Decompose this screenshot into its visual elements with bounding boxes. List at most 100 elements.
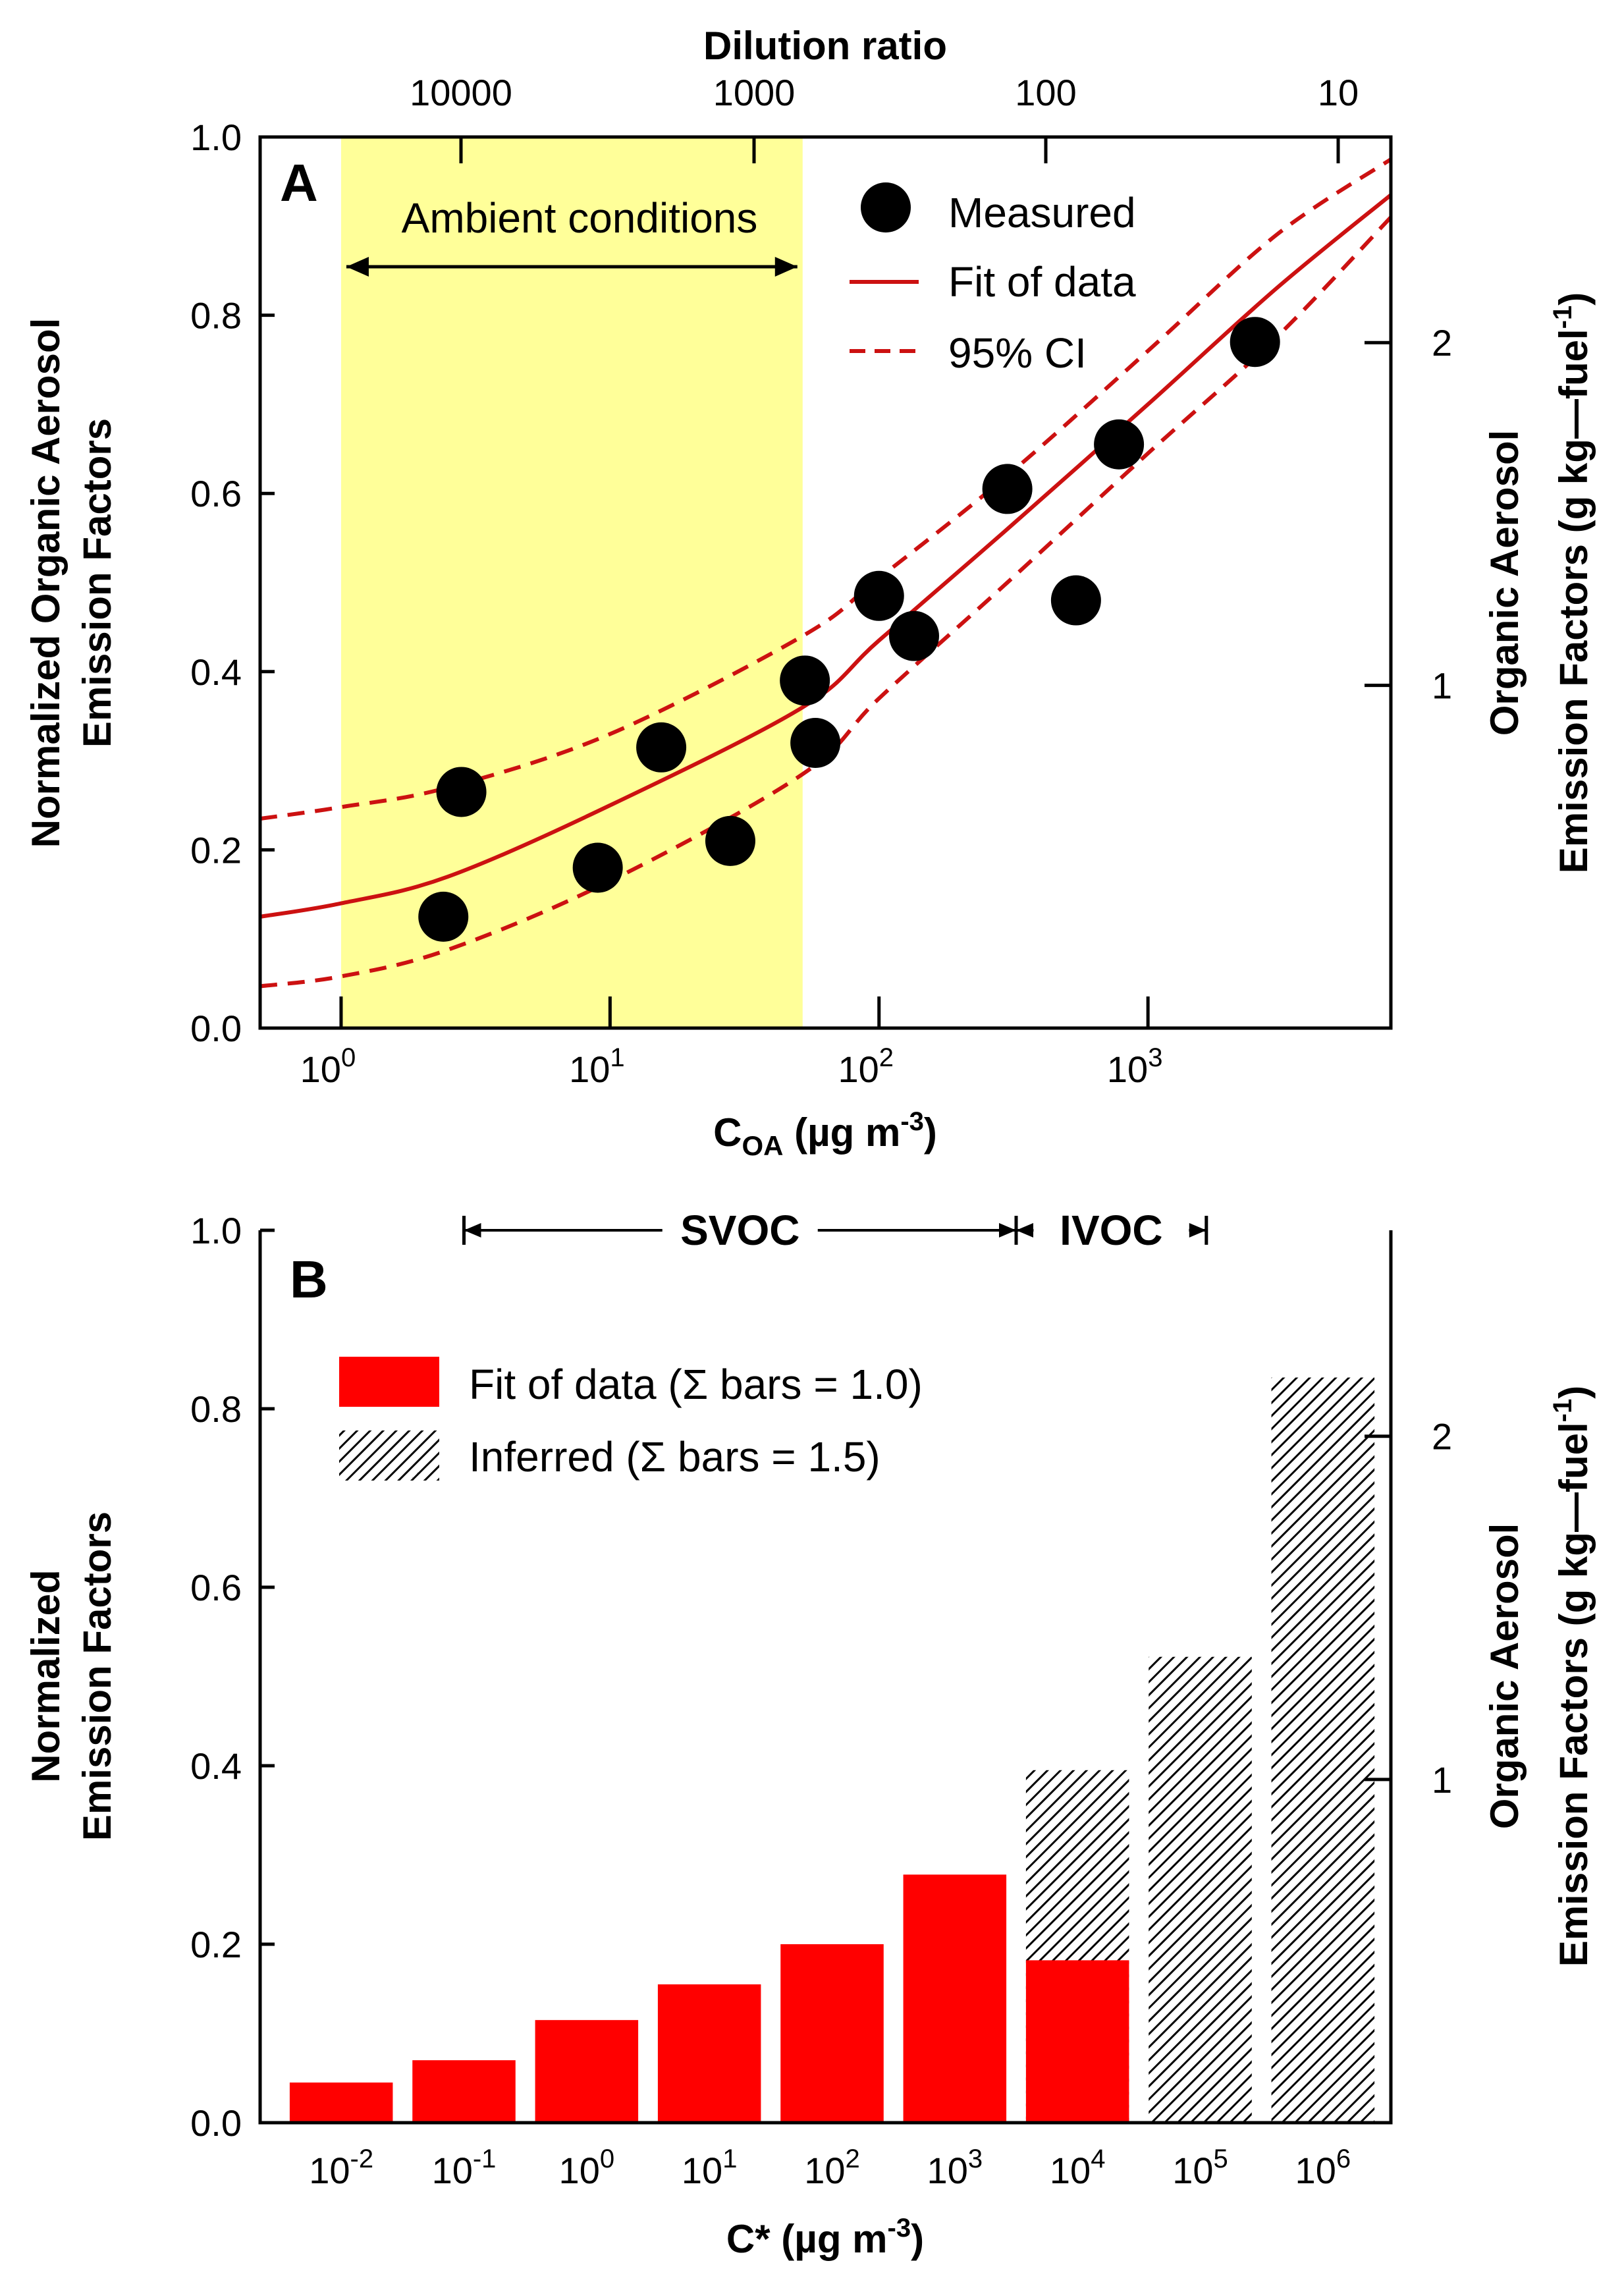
svoc-range-label: SVOC: [680, 1207, 799, 1254]
ivoc-range-arrow-right: [1189, 1223, 1206, 1238]
panel-a-x-axis-title: COA (µg m-3): [713, 1107, 937, 1161]
ambient-arrow-head-right: [774, 257, 798, 277]
measured-point: [1050, 575, 1101, 626]
measured-point: [780, 655, 830, 706]
y2-tick-label: 1: [1432, 1759, 1452, 1801]
x-category-label: 105: [1172, 2144, 1228, 2191]
panel-b-label: B: [290, 1250, 328, 1309]
top-tick-label: 1000: [713, 72, 796, 113]
panel-a-y-ticks: 0.0 0.2 0.4 0.6 0.8 1.0: [190, 117, 275, 1049]
fit-bar: [657, 1984, 761, 2123]
measured-point: [790, 718, 841, 769]
y-tick-label: 0.2: [190, 1924, 242, 1965]
panel-b-y2-ticks: 12: [1365, 1416, 1452, 1801]
measured-point: [888, 611, 939, 661]
x-category-label: 102: [804, 2144, 860, 2191]
x-tick-label: 101: [569, 1043, 625, 1090]
x-tick-label: 100: [300, 1043, 356, 1090]
x-category-label: 106: [1295, 2144, 1351, 2191]
y-tick-label: 0.8: [190, 295, 242, 337]
measured-point: [853, 570, 904, 621]
panel-b-bars: [289, 1377, 1375, 2123]
legend-inferred-swatch: [339, 1430, 439, 1481]
panel-a: 0.00.20.40.60.81.0 12 100 101 102 103 10000…: [24, 24, 1596, 1161]
inferred-bar: [1149, 1656, 1252, 2123]
fit-bar: [412, 2060, 516, 2123]
panel-b-x-axis-title: C* (µg m-3): [726, 2214, 924, 2261]
y2-tick-label: 2: [1432, 322, 1452, 364]
fit-line: [260, 193, 1391, 919]
ci-upper-line-group: [260, 157, 1391, 821]
fit-line-group: [260, 193, 1391, 919]
x-title-superscript: -3: [888, 2214, 911, 2243]
x-tick-label: 103: [1107, 1043, 1163, 1090]
x-title-subscript: OA: [742, 1130, 783, 1161]
ambient-range-arrow: [346, 257, 798, 277]
measured-point: [1094, 419, 1145, 470]
panel-b-y-axis-title: Normalized Emission Factors: [24, 1512, 119, 1841]
panel-b-y-ticks: 0.0 0.2 0.4 0.6 0.8 1.0: [190, 1210, 275, 2144]
legend-measured-label: Measured: [948, 189, 1136, 236]
top-tick-label: 10000: [410, 72, 512, 113]
legend-inferred-bars-label: Inferred (Σ bars = 1.5): [469, 1433, 880, 1481]
legend-fit-label: Fit of data: [948, 258, 1136, 306]
y-tick-label: 0.0: [190, 1008, 242, 1049]
ambient-conditions-band: [340, 137, 803, 1028]
ambient-conditions-label: Ambient conditions: [402, 194, 758, 242]
ambient-arrow-head-left: [346, 257, 369, 277]
measured-point: [436, 767, 487, 817]
y-tick-label: 1.0: [190, 1210, 242, 1251]
panel-a-top-ticks: 10000 1000 100 10: [410, 72, 1359, 163]
legend-fit-bars-label: Fit of data (Σ bars = 1.0): [469, 1361, 923, 1408]
x-tick-label: 102: [838, 1043, 894, 1090]
y2-tick-label: 2: [1432, 1416, 1452, 1457]
measured-point: [636, 722, 687, 773]
inferred-bar: [1271, 1377, 1375, 2123]
fit-bar: [780, 1944, 884, 2123]
panel-b-x-tick-labels: 10-2 10-1 100 101 102 103 104 105 106: [309, 2144, 1351, 2191]
ci-lower-line: [260, 215, 1391, 989]
measured-point: [705, 815, 755, 866]
panel-a-y2-axis-title: Organic Aerosol Emission Factors (g kg—fu…: [1482, 292, 1596, 873]
y-tick-label: 0.4: [190, 651, 242, 693]
y-tick-label: 0.0: [190, 2102, 242, 2144]
panel-a-y2-ticks: 12: [1365, 322, 1452, 707]
measured-point: [1230, 317, 1280, 368]
volatility-regions: SVOC IVOC: [462, 1207, 1208, 1254]
ivoc-range-label: IVOC: [1060, 1207, 1162, 1254]
x-category-label: 100: [559, 2144, 615, 2191]
svoc-range-arrow-left: [464, 1223, 481, 1238]
y-tick-label: 0.2: [190, 829, 242, 871]
y2-tick-label: 1: [1432, 665, 1452, 707]
x-category-label: 101: [682, 2144, 738, 2191]
x-category-label: 10-1: [432, 2144, 497, 2191]
y-tick-label: 0.8: [190, 1388, 242, 1430]
panel-b-y2-axis-title: Organic Aerosol Emission Factors (g kg—fu…: [1482, 1386, 1596, 1967]
top-tick-label: 100: [1015, 72, 1076, 113]
panel-a-label: A: [280, 153, 318, 212]
measured-points: [418, 317, 1280, 942]
legend-measured-marker: [861, 182, 911, 232]
x-category-label: 10-2: [309, 2144, 373, 2191]
ci-lower-line-group: [260, 215, 1391, 989]
x-title-superscript: -3: [900, 1107, 924, 1136]
svoc-range-arrow-right: [999, 1223, 1016, 1238]
x-category-label: 103: [927, 2144, 983, 2191]
y-tick-label: 1.0: [190, 117, 242, 158]
fit-bar: [1025, 1960, 1129, 2123]
panel-b-axes: [258, 1230, 1393, 2125]
top-tick-label: 10: [1318, 72, 1359, 113]
measured-point: [982, 464, 1033, 514]
measured-point: [572, 842, 623, 893]
fit-bar: [535, 2020, 639, 2123]
fit-bar: [903, 1874, 1007, 2123]
panel-a-x-ticks: 100 101 102 103: [300, 996, 1163, 1090]
y-tick-label: 0.4: [190, 1745, 242, 1787]
top-axis-title: Dilution ratio: [703, 24, 947, 68]
panel-b: 0.00.20.40.60.81.0 12 10-2 10-1 100 101 102 1…: [24, 1207, 1596, 2261]
x-category-label: 104: [1050, 2144, 1106, 2191]
fit-bar: [289, 2083, 393, 2123]
legend-ci-label: 95% CI: [948, 329, 1087, 377]
legend-fit-swatch: [339, 1357, 439, 1407]
